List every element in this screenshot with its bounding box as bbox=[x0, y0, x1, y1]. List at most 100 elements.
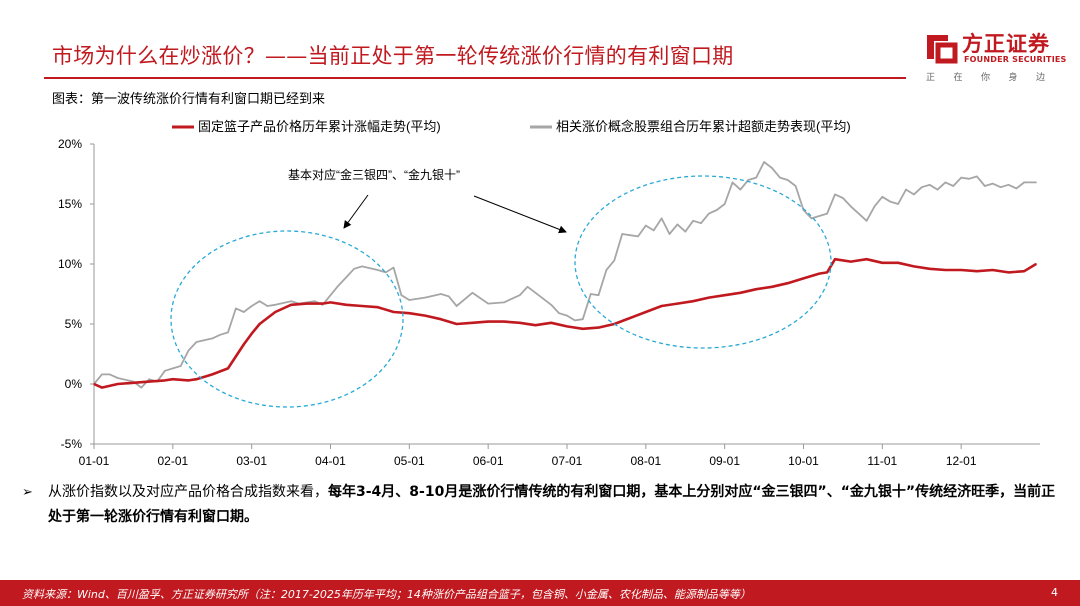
data-point-basket-price bbox=[195, 378, 198, 381]
data-point-basket-price bbox=[786, 282, 789, 285]
data-point-stock-excess bbox=[645, 224, 647, 227]
data-point-basket-price bbox=[274, 311, 277, 313]
x-tick-label: 11-01 bbox=[867, 454, 897, 468]
data-point-stock-excess bbox=[857, 212, 860, 215]
x-tick-label: 05-01 bbox=[394, 454, 425, 468]
data-point-stock-excess bbox=[392, 266, 395, 269]
data-point-basket-price bbox=[944, 269, 947, 271]
data-point-basket-price bbox=[187, 379, 190, 382]
data-point-stock-excess bbox=[873, 205, 876, 208]
y-tick-label: 0% bbox=[65, 377, 83, 391]
data-point-basket-price bbox=[227, 367, 229, 370]
x-tick-label: 02-01 bbox=[157, 454, 188, 468]
data-point-stock-excess bbox=[865, 220, 868, 222]
data-point-stock-excess bbox=[779, 176, 781, 179]
data-point-stock-excess bbox=[913, 193, 915, 196]
data-point-stock-excess bbox=[574, 319, 576, 322]
data-point-basket-price bbox=[692, 300, 694, 303]
logo-name: 方正证券 bbox=[962, 32, 1050, 56]
data-point-stock-excess bbox=[353, 268, 355, 270]
data-point-stock-excess bbox=[755, 176, 757, 179]
data-point-stock-excess bbox=[448, 295, 450, 298]
footer-source: 资料来源：Wind、百川盈孚、方正证券研究所（注：2017-2025年历年平均；… bbox=[22, 588, 751, 601]
y-tick-label: 15% bbox=[58, 197, 82, 211]
bullet-lead-text: 从涨价指数以及对应产品价格合成指数来看， bbox=[48, 484, 328, 500]
x-tick-label: 03-01 bbox=[236, 454, 267, 468]
x-tick-label: 12-01 bbox=[946, 454, 977, 468]
footer-bar: 资料来源：Wind、百川盈孚、方正证券研究所（注：2017-2025年历年平均；… bbox=[0, 580, 1080, 606]
data-point-stock-excess bbox=[582, 318, 584, 321]
data-point-stock-excess bbox=[952, 185, 955, 187]
data-point-basket-price bbox=[739, 292, 742, 294]
page-number: 4 bbox=[1051, 586, 1058, 599]
data-point-stock-excess bbox=[842, 197, 844, 199]
data-point-stock-excess bbox=[763, 161, 765, 163]
data-point-basket-price bbox=[258, 323, 261, 325]
founder-logo-icon bbox=[927, 35, 958, 64]
data-point-stock-excess bbox=[794, 185, 797, 187]
data-point-stock-excess bbox=[1007, 184, 1010, 186]
data-point-basket-price bbox=[101, 386, 103, 389]
data-point-stock-excess bbox=[692, 220, 694, 222]
data-point-basket-price bbox=[1007, 271, 1010, 274]
data-point-basket-price bbox=[290, 304, 292, 306]
data-point-stock-excess bbox=[116, 377, 119, 379]
y-tick-label: 20% bbox=[58, 137, 82, 151]
data-point-basket-price bbox=[802, 277, 805, 280]
data-point-stock-excess bbox=[140, 386, 143, 389]
data-point-basket-price bbox=[361, 305, 363, 307]
data-point-stock-excess bbox=[101, 373, 103, 376]
data-point-basket-price bbox=[534, 324, 537, 327]
y-tick-label: 10% bbox=[58, 257, 82, 271]
data-point-stock-excess bbox=[881, 196, 884, 198]
annotation-label: 基本对应“金三银四”、“金九银十” bbox=[288, 167, 460, 182]
x-tick-label: 04-01 bbox=[315, 454, 346, 468]
data-point-stock-excess bbox=[1015, 187, 1018, 190]
data-point-basket-price bbox=[865, 258, 868, 261]
x-tick-label: 06-01 bbox=[473, 454, 504, 468]
data-point-stock-excess bbox=[921, 186, 923, 188]
data-point-basket-price bbox=[471, 322, 474, 324]
bullet-point: ➢ 从涨价指数以及对应产品价格合成指数来看，每年3-4月、8-10月是涨价行情传… bbox=[22, 480, 1062, 530]
y-tick-label: -5% bbox=[61, 437, 83, 451]
data-point-stock-excess bbox=[731, 181, 734, 184]
data-point-stock-excess bbox=[652, 229, 655, 232]
data-point-stock-excess bbox=[109, 373, 111, 376]
data-point-stock-excess bbox=[566, 314, 568, 317]
x-tick-label: 01-01 bbox=[79, 454, 110, 468]
data-point-stock-excess bbox=[172, 367, 174, 370]
data-point-basket-price bbox=[345, 304, 348, 306]
data-point-stock-excess bbox=[329, 294, 332, 297]
data-point-stock-excess bbox=[786, 179, 789, 181]
annotation-arrow-left bbox=[343, 194, 369, 229]
data-point-basket-price bbox=[826, 271, 828, 274]
x-tick-label: 08-01 bbox=[630, 454, 661, 468]
figure-caption: 图表：第一波传统涨价行情有利窗口期已经到来 bbox=[52, 92, 326, 107]
data-point-basket-price bbox=[723, 294, 726, 297]
data-point-basket-price bbox=[818, 272, 821, 275]
data-point-stock-excess bbox=[440, 293, 442, 295]
data-point-stock-excess bbox=[179, 365, 182, 367]
data-point-basket-price bbox=[660, 305, 663, 307]
data-point-stock-excess bbox=[700, 222, 702, 224]
data-point-stock-excess bbox=[534, 292, 537, 294]
data-point-stock-excess bbox=[503, 301, 505, 304]
data-point-stock-excess bbox=[897, 203, 899, 205]
data-point-stock-excess bbox=[621, 233, 623, 235]
data-point-stock-excess bbox=[984, 185, 986, 187]
annotation-arrow-right bbox=[473, 195, 567, 234]
data-point-stock-excess bbox=[1023, 181, 1025, 184]
data-point-basket-price bbox=[708, 296, 710, 299]
data-point-stock-excess bbox=[550, 304, 552, 306]
line-chart: 20% 15% 10% 5% 0% -5% 01-01 02-01 03-01 04-01 05-0… bbox=[58, 119, 1040, 468]
legend-label: 固定篮子产品价格历年累计涨幅走势(平均) bbox=[198, 119, 441, 134]
data-point-stock-excess bbox=[613, 259, 616, 262]
data-point-basket-price bbox=[976, 270, 978, 273]
data-point-stock-excess bbox=[771, 167, 773, 169]
data-point-stock-excess bbox=[716, 209, 718, 211]
data-point-stock-excess bbox=[148, 378, 150, 381]
title-divider bbox=[44, 77, 906, 79]
data-point-stock-excess bbox=[400, 294, 403, 297]
data-point-stock-excess bbox=[235, 307, 237, 310]
data-point-stock-excess bbox=[637, 235, 639, 238]
